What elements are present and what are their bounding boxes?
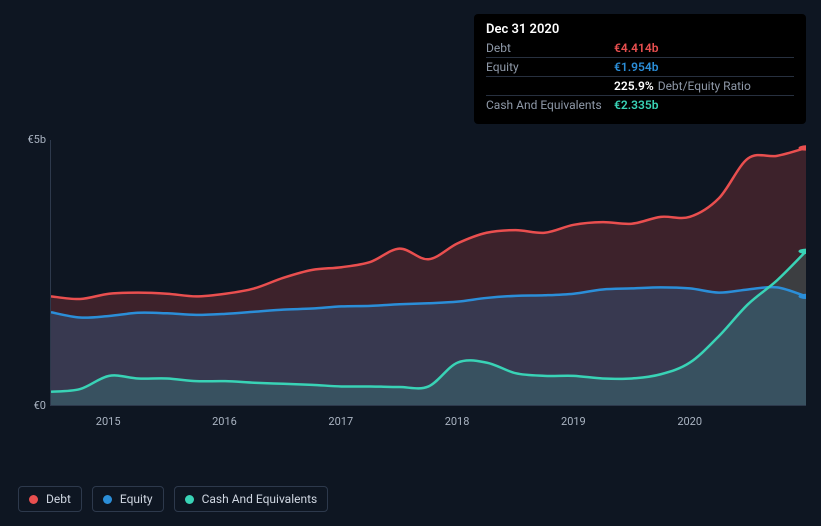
plot-area bbox=[50, 140, 806, 406]
chart-svg bbox=[51, 140, 806, 405]
tooltip-ratio: 225.9%Debt/Equity Ratio bbox=[614, 79, 751, 93]
x-axis-label: 2020 bbox=[677, 415, 702, 428]
x-axis-label: 2017 bbox=[328, 415, 353, 428]
tooltip-row: Equity€1.954b bbox=[486, 57, 794, 76]
legend-item[interactable]: Cash And Equivalents bbox=[174, 486, 329, 512]
y-axis-label: €5b bbox=[18, 133, 46, 146]
chart-tooltip: Dec 31 2020 Debt€4.414bEquity€1.954b225.… bbox=[474, 14, 806, 124]
tooltip-row-label: Debt bbox=[486, 41, 614, 55]
y-axis-label: €0 bbox=[18, 399, 46, 412]
x-axis-label: 2016 bbox=[212, 415, 237, 428]
tooltip-row-value: €1.954b bbox=[614, 60, 658, 74]
legend-item[interactable]: Equity bbox=[92, 486, 164, 512]
tooltip-row-label: Equity bbox=[486, 60, 614, 74]
tooltip-row-value: €4.414b bbox=[614, 41, 658, 55]
x-axis-label: 2018 bbox=[445, 415, 470, 428]
legend-dot-icon bbox=[29, 495, 38, 504]
legend-item[interactable]: Debt bbox=[18, 486, 82, 512]
tooltip-row-label: Cash And Equivalents bbox=[486, 98, 614, 112]
tooltip-row: 225.9%Debt/Equity Ratio bbox=[486, 76, 794, 95]
legend-dot-icon bbox=[103, 495, 112, 504]
tooltip-row: Debt€4.414b bbox=[486, 39, 794, 57]
x-axis-label: 2019 bbox=[561, 415, 586, 428]
tooltip-row-value: €2.335b bbox=[614, 98, 658, 112]
legend-item-label: Equity bbox=[120, 492, 153, 506]
tooltip-row: Cash And Equivalents€2.335b bbox=[486, 95, 794, 114]
legend-item-label: Cash And Equivalents bbox=[202, 492, 318, 506]
chart-legend: Debt Equity Cash And Equivalents bbox=[18, 486, 328, 512]
legend-item-label: Debt bbox=[46, 492, 71, 506]
tooltip-date: Dec 31 2020 bbox=[486, 22, 794, 39]
legend-dot-icon bbox=[185, 495, 194, 504]
x-axis-label: 2015 bbox=[96, 415, 121, 428]
